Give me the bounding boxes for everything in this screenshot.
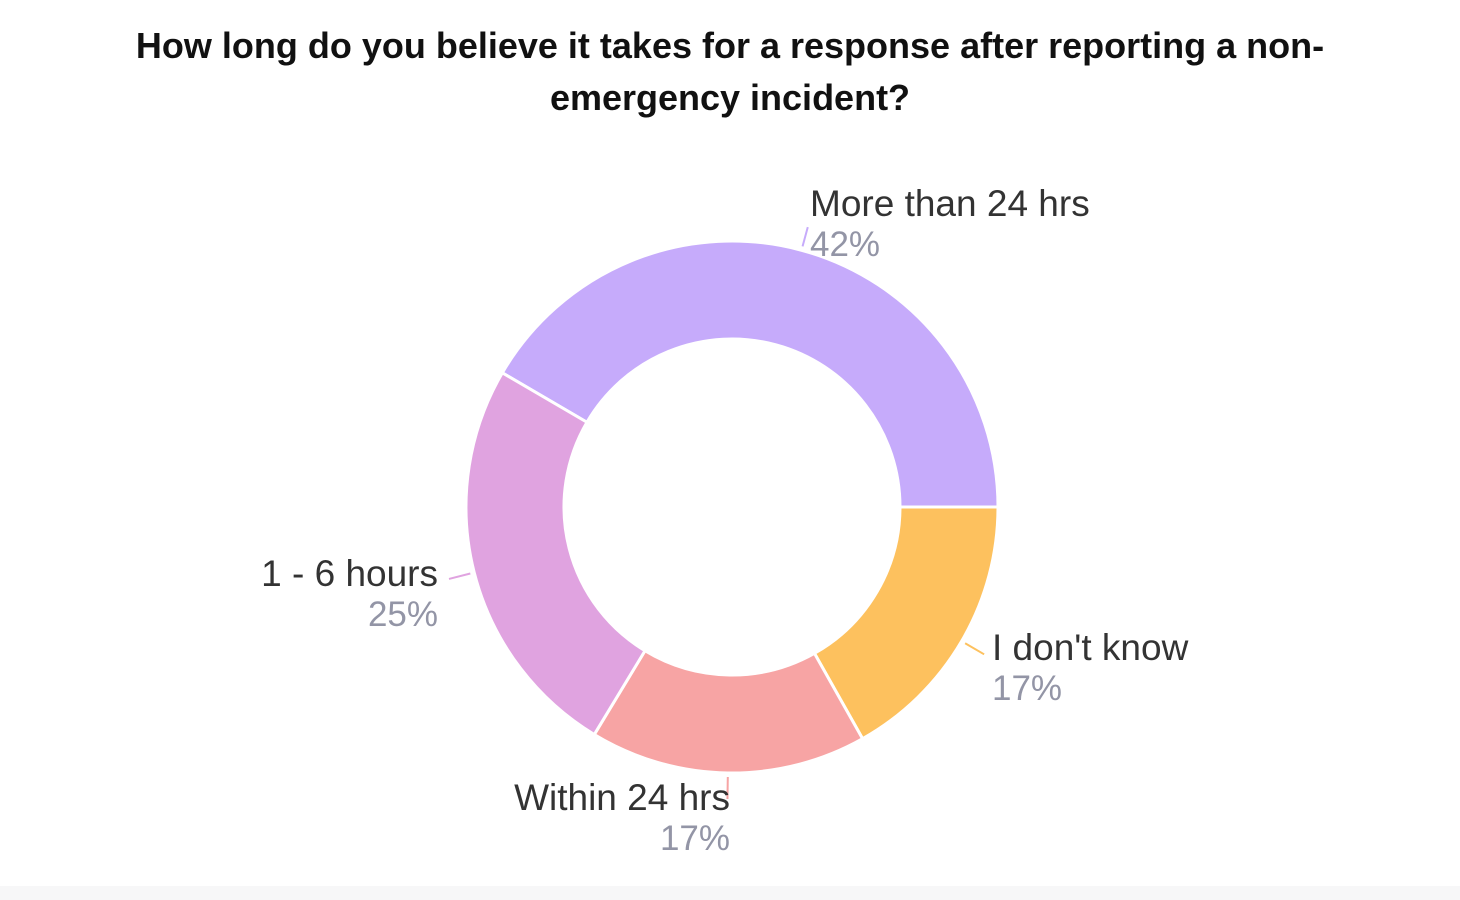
slice-label-more-than-24-hrs: More than 24 hrs <box>810 183 1090 224</box>
slice-label-1-6-hours: 1 - 6 hours <box>261 553 438 594</box>
leader-line-i-don-t-know <box>964 642 985 656</box>
slice-value-i-don-t-know: 17% <box>992 669 1062 708</box>
footer-strip <box>0 886 1460 900</box>
leader-line-1-6-hours <box>448 572 471 580</box>
leader-line-more-than-24-hrs <box>801 226 809 247</box>
slice-value-1-6-hours: 25% <box>368 595 438 634</box>
slice-label-i-don-t-know: I don't know <box>992 627 1189 668</box>
chart-title-line-2: emergency incident? <box>549 77 911 118</box>
slice-value-more-than-24-hrs: 42% <box>810 225 880 264</box>
slice-more-than-24-hrs <box>500 239 1000 509</box>
chart-title-line-1: How long do you believe it takes for a r… <box>135 25 1325 66</box>
slice-value-within-24-hrs: 17% <box>660 819 730 858</box>
chart-title: How long do you believe it takes for a r… <box>0 20 1460 124</box>
slice-label-within-24-hrs: Within 24 hrs <box>514 777 730 818</box>
slice-1-6-hours <box>464 371 647 737</box>
